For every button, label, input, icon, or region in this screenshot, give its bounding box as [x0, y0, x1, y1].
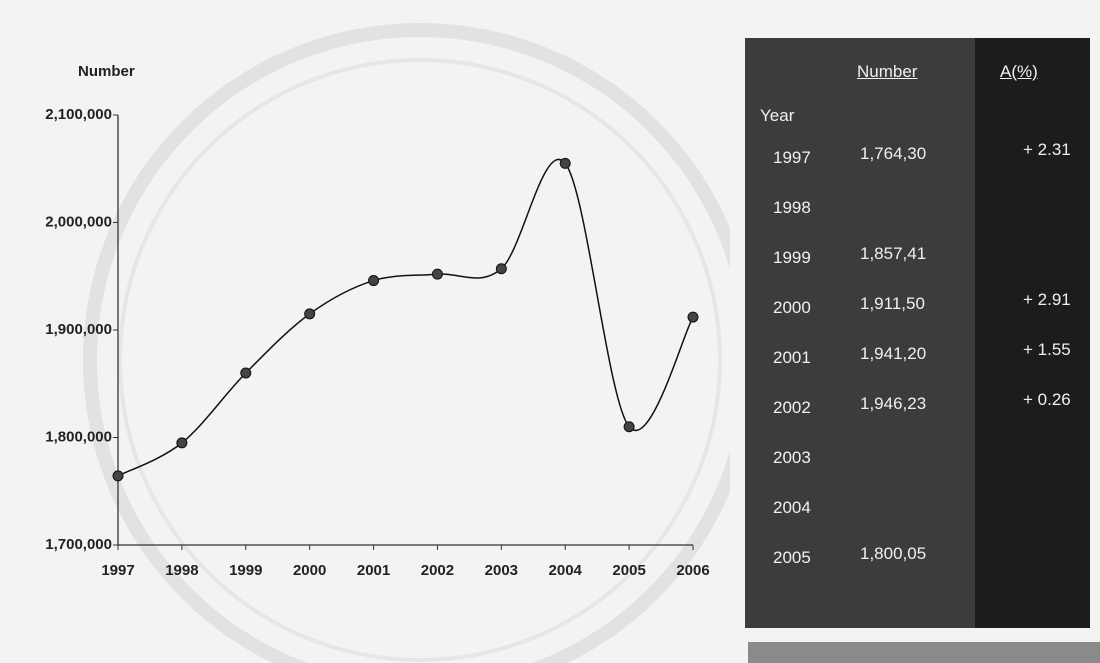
y-axis-title: Number	[78, 63, 135, 80]
x-tick-label: 2000	[293, 562, 326, 579]
point	[496, 264, 506, 274]
point	[369, 276, 379, 286]
x-tick-label: 2004	[549, 562, 583, 579]
number-cell: 1,911,50	[860, 294, 925, 314]
point	[560, 158, 570, 168]
row-header: Year	[760, 106, 794, 126]
x-tick-label: 2006	[676, 562, 709, 579]
point	[432, 269, 442, 279]
year-cell: 1997	[773, 148, 811, 168]
year-cell: 2003	[773, 448, 811, 468]
x-tick-label: 2002	[421, 562, 454, 579]
year-cell: 1999	[773, 248, 811, 268]
number-cell: 1,941,20	[860, 344, 926, 364]
table-column-shade	[975, 38, 1090, 628]
year-cell: 2002	[773, 398, 811, 418]
year-cell: 1998	[773, 198, 811, 218]
change-cell: + 2.31	[1023, 140, 1071, 160]
x-tick-label: 1999	[229, 562, 262, 579]
y-tick-label: 1,800,000	[45, 428, 112, 445]
page: Number 1,700,000 1,800,000 1,900,000 2,000,…	[0, 0, 1100, 663]
x-tick-label: 2003	[485, 562, 518, 579]
number-cell: 1,946,23	[860, 394, 926, 414]
number-cell: 1,800,05	[860, 544, 926, 564]
x-tick-label: 1998	[165, 562, 198, 579]
point	[177, 438, 187, 448]
footer-bar	[748, 642, 1100, 663]
change-cell: + 1.55	[1023, 340, 1071, 360]
y-tick-label: 1,700,000	[45, 536, 112, 553]
change-cell: + 2.91	[1023, 290, 1071, 310]
number-cell: 1,764,30	[860, 144, 926, 164]
chart: Number 1,700,000 1,800,000 1,900,000 2,000,…	[0, 0, 730, 663]
line	[118, 159, 693, 475]
year-cell: 2005	[773, 548, 811, 568]
point	[688, 312, 698, 322]
year-cell: 2001	[773, 348, 811, 368]
table-panel: Number A(%) Year 1997 1,764,30 + 2.31 1998 1999…	[745, 38, 1090, 628]
year-cell: 2000	[773, 298, 811, 318]
point	[113, 471, 123, 481]
y-tick-label: 2,000,000	[45, 213, 112, 230]
x-tick-label: 1997	[101, 562, 134, 579]
y-tick-label: 2,100,000	[45, 106, 112, 123]
y-tick-label: 1,900,000	[45, 321, 112, 338]
change-cell: + 0.26	[1023, 390, 1071, 410]
year-cell: 2004	[773, 498, 811, 518]
point	[241, 368, 251, 378]
x-tick-label: 2001	[357, 562, 390, 579]
point	[305, 309, 315, 319]
number-cell: 1,857,41	[860, 244, 926, 264]
x-tick-label: 2005	[612, 562, 645, 579]
point	[624, 422, 634, 432]
column-header: Number	[857, 62, 917, 82]
column-header: A(%)	[1000, 62, 1038, 82]
